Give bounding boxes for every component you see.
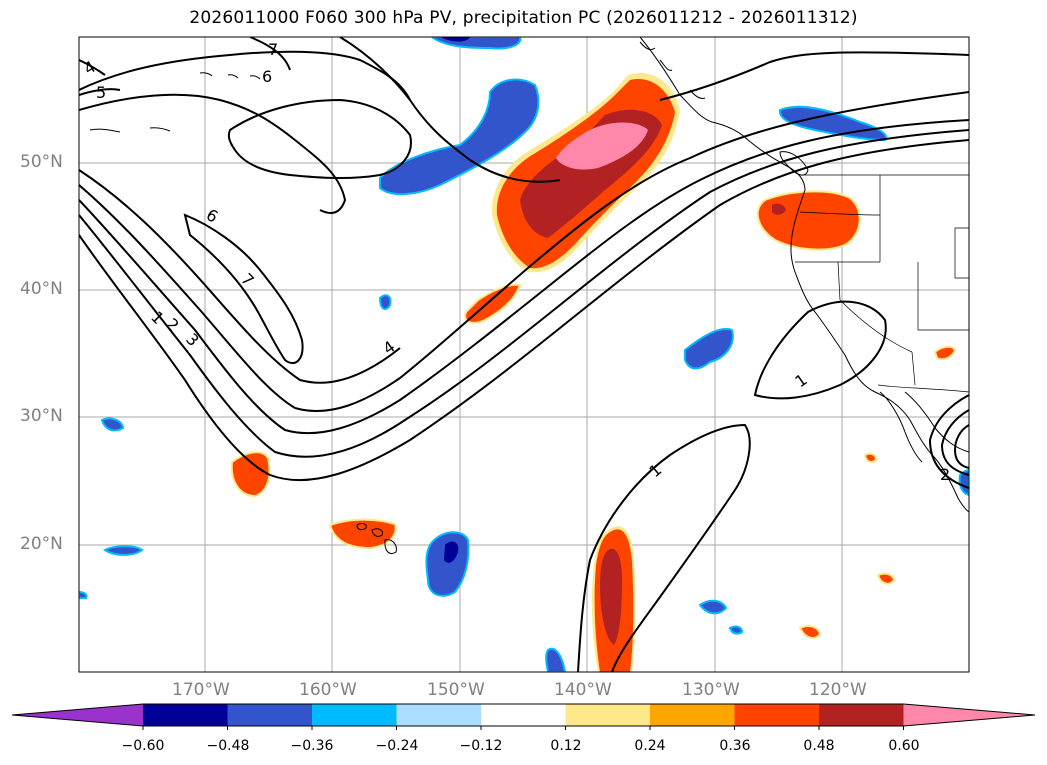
pv-contour-6b [79, 93, 347, 214]
coast-north-america [639, 37, 969, 513]
lon-label-120w: 120°W [809, 680, 867, 700]
coastlines [89, 37, 969, 554]
lon-label-170w: 170°W [172, 680, 230, 700]
colorbar-extend-max [903, 704, 1035, 726]
pv-contour-label: 6 [262, 67, 272, 86]
border-montana [954, 227, 969, 279]
pv-contour-1-east [753, 300, 887, 400]
pv-contour-4-west [79, 59, 106, 76]
pv-contour-label: 5 [96, 83, 106, 102]
precip-neg-w2 [103, 545, 144, 556]
colorbar-tick-label: 0.36 [719, 738, 751, 754]
coast-hawaii-3 [384, 539, 397, 554]
pv-contour-east-2 [940, 409, 969, 476]
pv-contour-5-west [79, 88, 121, 96]
pv-contour-ne [659, 51, 969, 101]
colorbar [11, 703, 1036, 730]
colorbar-tick-label: 0.60 [888, 738, 920, 754]
precip-neg-s3 [545, 647, 567, 672]
precip-neg-top-dark [440, 37, 470, 42]
lat-label-20n: 20°N [20, 534, 63, 554]
precip-neg-dateline [379, 78, 540, 196]
precip-small-e3 [876, 572, 896, 585]
colorbar-segment [734, 704, 820, 726]
pv-contour-label: 2 [940, 465, 950, 484]
pv-contour-6a [79, 50, 411, 101]
border-ca-az [911, 351, 916, 386]
precip-plume-pink [556, 122, 648, 170]
political-borders [795, 174, 969, 393]
precip-neg-small1 [378, 294, 392, 310]
colorbar-segment [650, 704, 735, 726]
pv-contour-2 [79, 129, 969, 458]
colorbar-tick-label: 0.24 [634, 738, 666, 754]
lon-label-140w: 140°W [554, 680, 612, 700]
pv-contours [79, 37, 969, 672]
lon-label-150w: 150°W [427, 680, 485, 700]
coast-vancouver-island [779, 151, 809, 176]
pv-contour-3 [79, 119, 969, 435]
colorbar-extend-min [12, 704, 143, 726]
colorbar-tick-label: −0.36 [290, 738, 334, 754]
lon-label-160w: 160°W [299, 680, 357, 700]
map-frame [78, 36, 970, 673]
pv-contour-1-low [577, 423, 751, 672]
coast-hawaii-2 [371, 528, 383, 537]
precip-blob-nw-darkred [772, 203, 786, 215]
colorbar-segment [143, 704, 228, 726]
colorbar-segment [481, 704, 566, 726]
precip-neg-mid [684, 327, 734, 370]
precip-neg-s1 [698, 599, 728, 615]
coast-aleutian-1 [199, 72, 261, 80]
colorbar-tick-label: −0.48 [206, 738, 250, 754]
precip-small-e4 [798, 625, 822, 639]
precip-small-e2 [863, 452, 878, 464]
lat-label-50n: 50°N [20, 152, 63, 172]
lat-label-30n: 30°N [20, 406, 63, 426]
map-title: 2026011000 F060 300 hPa PV, precipitatio… [189, 8, 858, 28]
pv-contour-outer-pacific [339, 37, 561, 183]
precip-blob-hawaii [328, 518, 397, 550]
pv-contour-7a [227, 98, 412, 180]
pv-contour-7b [183, 213, 304, 365]
colorbar-segment [819, 704, 904, 726]
precip-neg-w3 [79, 590, 88, 599]
precip-fill-areas [79, 37, 969, 672]
lon-label-130w: 130°W [682, 680, 740, 700]
pv-contour-east-3 [953, 424, 969, 469]
colorbar-segment [396, 704, 482, 726]
colorbar-segment [565, 704, 651, 726]
precip-small-e1 [933, 345, 957, 361]
map-background [79, 37, 969, 672]
colorbar-tick-label: 0.12 [550, 738, 582, 754]
border-wa-or [799, 211, 881, 216]
border-east [917, 262, 969, 331]
precip-blob-west [230, 451, 271, 498]
colorbar-segment [312, 704, 397, 726]
colorbar-tick-label: −0.12 [459, 738, 503, 754]
pv-contour-east-1 [928, 394, 969, 489]
lat-label-40n: 40°N [20, 279, 63, 299]
precip-band-south-darkred [600, 548, 622, 645]
coast-baja [879, 391, 923, 463]
colorbar-tick-label: 0.48 [803, 738, 835, 754]
colorbar-segment [227, 704, 313, 726]
pv-contour-label: 7 [268, 40, 278, 59]
precip-neg-s2 [728, 625, 744, 635]
border-us-mexico [877, 384, 969, 393]
precip-neg-big-south-dark [444, 541, 459, 563]
precip-neg-far-west [100, 417, 125, 432]
colorbar-tick-label: −0.24 [375, 738, 419, 754]
pv-contour-7c [249, 37, 291, 71]
pv-contour-4 [79, 91, 969, 412]
coast-hawaii-1 [356, 523, 367, 531]
pv-contour-1 [79, 139, 969, 482]
colorbar-tick-label: −0.60 [121, 738, 165, 754]
coast-aleutian-2 [89, 127, 171, 133]
pv-contour-5 [79, 169, 401, 384]
